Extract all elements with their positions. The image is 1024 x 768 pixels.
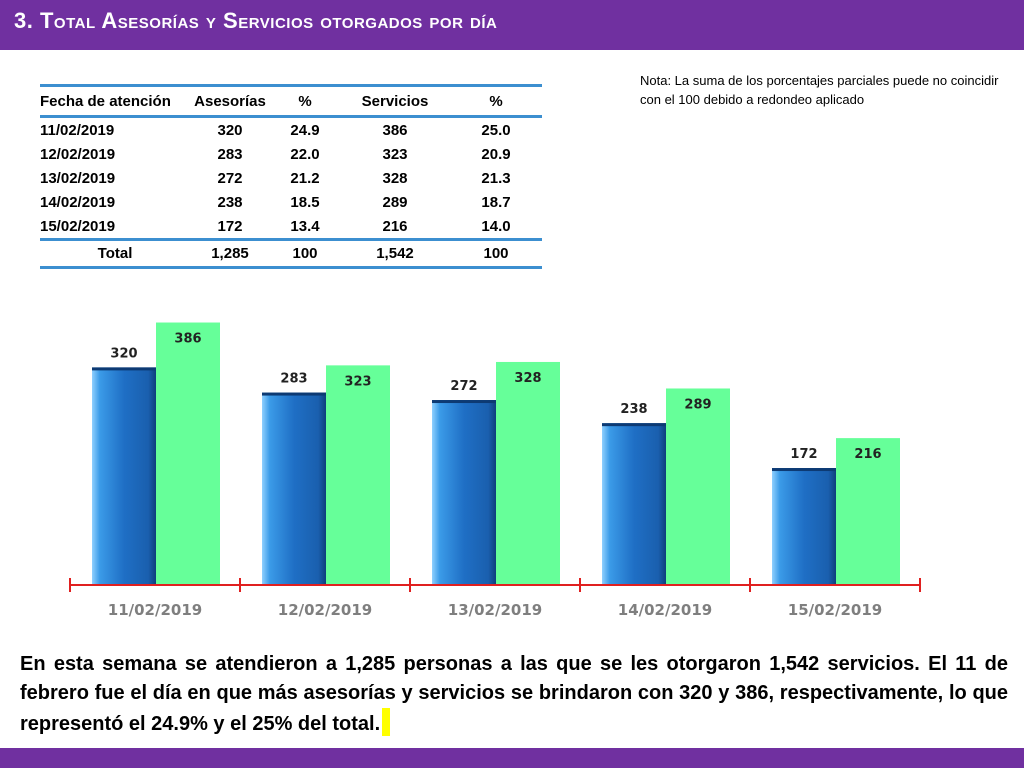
- column-header: %: [270, 84, 340, 118]
- column-header: %: [450, 84, 542, 118]
- table-row: 12/02/2019 283 22.0 323 20.9: [40, 142, 542, 166]
- bottom-bar: [0, 748, 1024, 768]
- table-cell: 22.0: [290, 145, 320, 163]
- data-label-asesorias: 320: [110, 346, 137, 361]
- table-cell: 323: [382, 145, 408, 163]
- column-header: Servicios: [340, 84, 450, 118]
- bar-asesorias: [602, 423, 666, 585]
- bar-servicios: [496, 361, 560, 585]
- table-cell: 238: [217, 193, 243, 211]
- bar-servicios: [666, 388, 730, 585]
- summary-table: Fecha de atención Asesorías % Servicios …: [40, 84, 542, 269]
- table-cell: 18.7: [481, 193, 511, 211]
- bar-asesorias-top: [602, 423, 666, 427]
- x-tick-label: 11/02/2019: [108, 601, 202, 619]
- bar-asesorias: [262, 392, 326, 585]
- data-label-servicios: 289: [684, 397, 711, 412]
- table-cell: 25.0: [481, 121, 511, 139]
- table-cell: 283: [217, 145, 243, 163]
- table-cell: 21.3: [481, 169, 511, 187]
- data-label-asesorias: 283: [280, 372, 307, 387]
- data-label-asesorias: 272: [450, 379, 477, 394]
- table-header-row: Fecha de atención Asesorías % Servicios …: [40, 84, 542, 118]
- bar-asesorias-top: [432, 400, 496, 404]
- bar-asesorias: [92, 367, 156, 585]
- table-cell: 14/02/2019: [40, 193, 116, 211]
- page-title: 3. Total Asesorías y Servicios otorgados…: [14, 8, 498, 33]
- data-label-asesorias: 238: [620, 402, 647, 417]
- title-bar: 3. Total Asesorías y Servicios otorgados…: [0, 0, 1024, 50]
- x-tick-label: 13/02/2019: [448, 601, 542, 619]
- bar-asesorias-top: [772, 468, 836, 472]
- column-header: Asesorías: [190, 84, 270, 118]
- bar-asesorias-top: [262, 392, 326, 396]
- x-tick-label: 12/02/2019: [278, 601, 372, 619]
- data-label-asesorias: 172: [790, 447, 817, 462]
- x-tick-label: 15/02/2019: [788, 601, 882, 619]
- table-cell: 20.9: [481, 145, 511, 163]
- table-cell: 328: [382, 169, 408, 187]
- bar-servicios: [836, 438, 900, 585]
- column-header: Fecha de atención: [40, 84, 190, 118]
- summary-text: En esta semana se atendieron a 1,285 per…: [20, 653, 1008, 735]
- table-row: 14/02/2019 238 18.5 289 18.7: [40, 190, 542, 214]
- table-cell: 24.9: [290, 121, 320, 139]
- data-label-servicios: 216: [854, 447, 881, 462]
- table-row: 11/02/2019 320 24.9 386 25.0: [40, 117, 542, 143]
- data-label-servicios: 328: [514, 371, 541, 386]
- table-cell: 172: [217, 217, 243, 235]
- table-cell: 100: [270, 238, 340, 269]
- bar-asesorias: [432, 400, 496, 585]
- table-cell: 1,542: [340, 238, 450, 269]
- table-cell: 320: [217, 121, 243, 139]
- bar-servicios: [156, 322, 220, 585]
- table-cell: 13.4: [290, 217, 320, 235]
- bar-asesorias: [772, 468, 836, 585]
- table-cell: 289: [382, 193, 408, 211]
- table-cell: 18.5: [290, 193, 320, 211]
- x-tick-label: 14/02/2019: [618, 601, 712, 619]
- table-cell: 100: [450, 238, 542, 269]
- table-cell: 21.2: [290, 169, 320, 187]
- table-cell: 12/02/2019: [40, 145, 116, 163]
- table-cell: 11/02/2019: [40, 121, 115, 139]
- data-label-servicios: 323: [344, 374, 371, 389]
- footnote: Nota: La suma de los porcentajes parcial…: [640, 73, 999, 107]
- table-total-row: Total 1,285 100 1,542 100: [40, 238, 542, 269]
- text-cursor: [382, 708, 391, 736]
- summary-paragraph: En esta semana se atendieron a 1,285 per…: [20, 650, 1008, 739]
- table-cell: 15/02/2019: [40, 217, 116, 235]
- data-label-servicios: 386: [174, 332, 201, 347]
- table-cell: 13/02/2019: [40, 169, 116, 187]
- bar-servicios: [326, 365, 390, 585]
- table-cell: 1,285: [190, 238, 270, 269]
- table-cell: 216: [382, 217, 408, 235]
- table-cell: 272: [217, 169, 243, 187]
- table-row: 13/02/2019 272 21.2 328 21.3: [40, 166, 542, 190]
- table-cell: 386: [382, 121, 408, 139]
- table-row: 15/02/2019 172 13.4 216 14.0: [40, 214, 542, 240]
- table-cell: 14.0: [481, 217, 511, 235]
- bar-chart: 320 386 11/02/2019 283 323 12/02/2019 272 328 13…: [69, 322, 921, 619]
- table-cell: Total: [40, 238, 190, 269]
- bar-asesorias-top: [92, 367, 156, 371]
